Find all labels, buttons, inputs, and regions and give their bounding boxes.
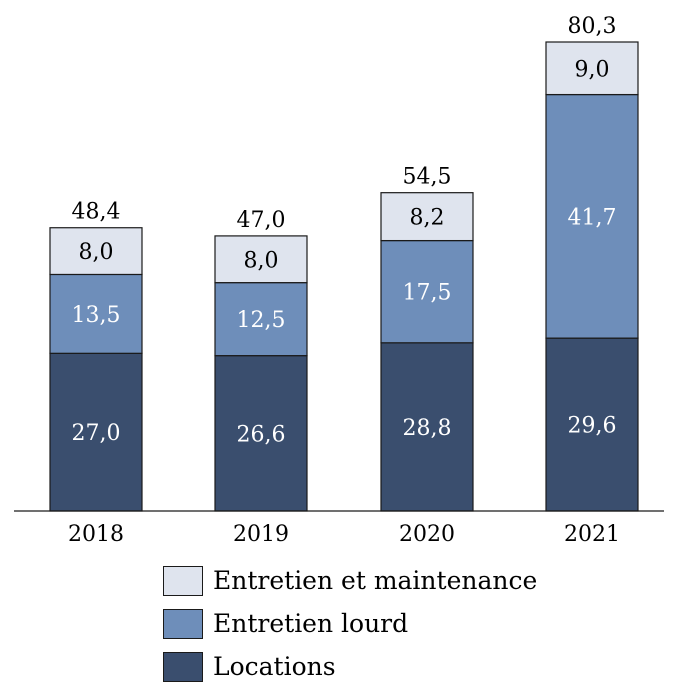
data-label-entretien-lourd-2019: 12,5 xyxy=(237,308,286,333)
total-label-2018: 48,4 xyxy=(72,200,121,225)
data-label-entretien-et-maintenance-2020: 8,2 xyxy=(410,206,445,231)
bar-segment-locations-2018 xyxy=(49,352,143,512)
data-label-entretien-lourd-2020: 17,5 xyxy=(403,281,452,306)
legend-swatch xyxy=(163,651,203,682)
data-label-entretien-et-maintenance-2021: 9,0 xyxy=(575,57,610,82)
total-label-2021: 80,3 xyxy=(568,14,617,39)
total-label-2019: 47,0 xyxy=(237,208,286,233)
bar-segment-locations-2021 xyxy=(545,337,639,512)
legend-item-entretien-et-maintenance: Entretien et maintenance xyxy=(163,559,537,602)
legend-swatch xyxy=(163,565,203,596)
bar-segment-entretien-lourd-2019 xyxy=(214,282,308,357)
legend: Entretien et maintenance Entretien lourd L… xyxy=(163,559,537,688)
data-label-locations-2021: 29,6 xyxy=(568,414,617,439)
legend-swatch xyxy=(163,608,203,639)
bar-segment-entretien-et-maintenance-2020 xyxy=(380,192,474,242)
data-label-entretien-lourd-2021: 41,7 xyxy=(568,205,617,230)
legend-item-entretien-lourd: Entretien lourd xyxy=(163,602,537,645)
bar-segment-locations-2019 xyxy=(214,355,308,512)
bar-segment-entretien-et-maintenance-2019 xyxy=(214,235,308,284)
x-tick-label-2020: 2020 xyxy=(399,522,455,547)
x-tick-label-2019: 2019 xyxy=(233,522,289,547)
data-label-locations-2020: 28,8 xyxy=(403,416,452,441)
data-label-entretien-et-maintenance-2018: 8,0 xyxy=(79,240,114,265)
x-tick-label-2021: 2021 xyxy=(564,522,620,547)
data-label-entretien-lourd-2018: 13,5 xyxy=(72,303,121,328)
total-label-2020: 54,5 xyxy=(403,165,452,190)
data-label-locations-2019: 26,6 xyxy=(237,422,286,447)
bar-segment-entretien-lourd-2020 xyxy=(380,239,474,344)
data-label-locations-2018: 27,0 xyxy=(72,421,121,446)
legend-item-locations: Locations xyxy=(163,645,537,688)
legend-label: Entretien et maintenance xyxy=(213,566,538,595)
bar-segment-entretien-et-maintenance-2021 xyxy=(545,41,639,96)
legend-label: Entretien lourd xyxy=(213,609,409,638)
legend-label: Locations xyxy=(213,652,336,681)
data-label-entretien-et-maintenance-2019: 8,0 xyxy=(244,248,279,273)
bar-segment-entretien-et-maintenance-2018 xyxy=(49,227,143,276)
x-tick-label-2018: 2018 xyxy=(68,522,124,547)
bar-segment-entretien-lourd-2021 xyxy=(545,93,639,339)
